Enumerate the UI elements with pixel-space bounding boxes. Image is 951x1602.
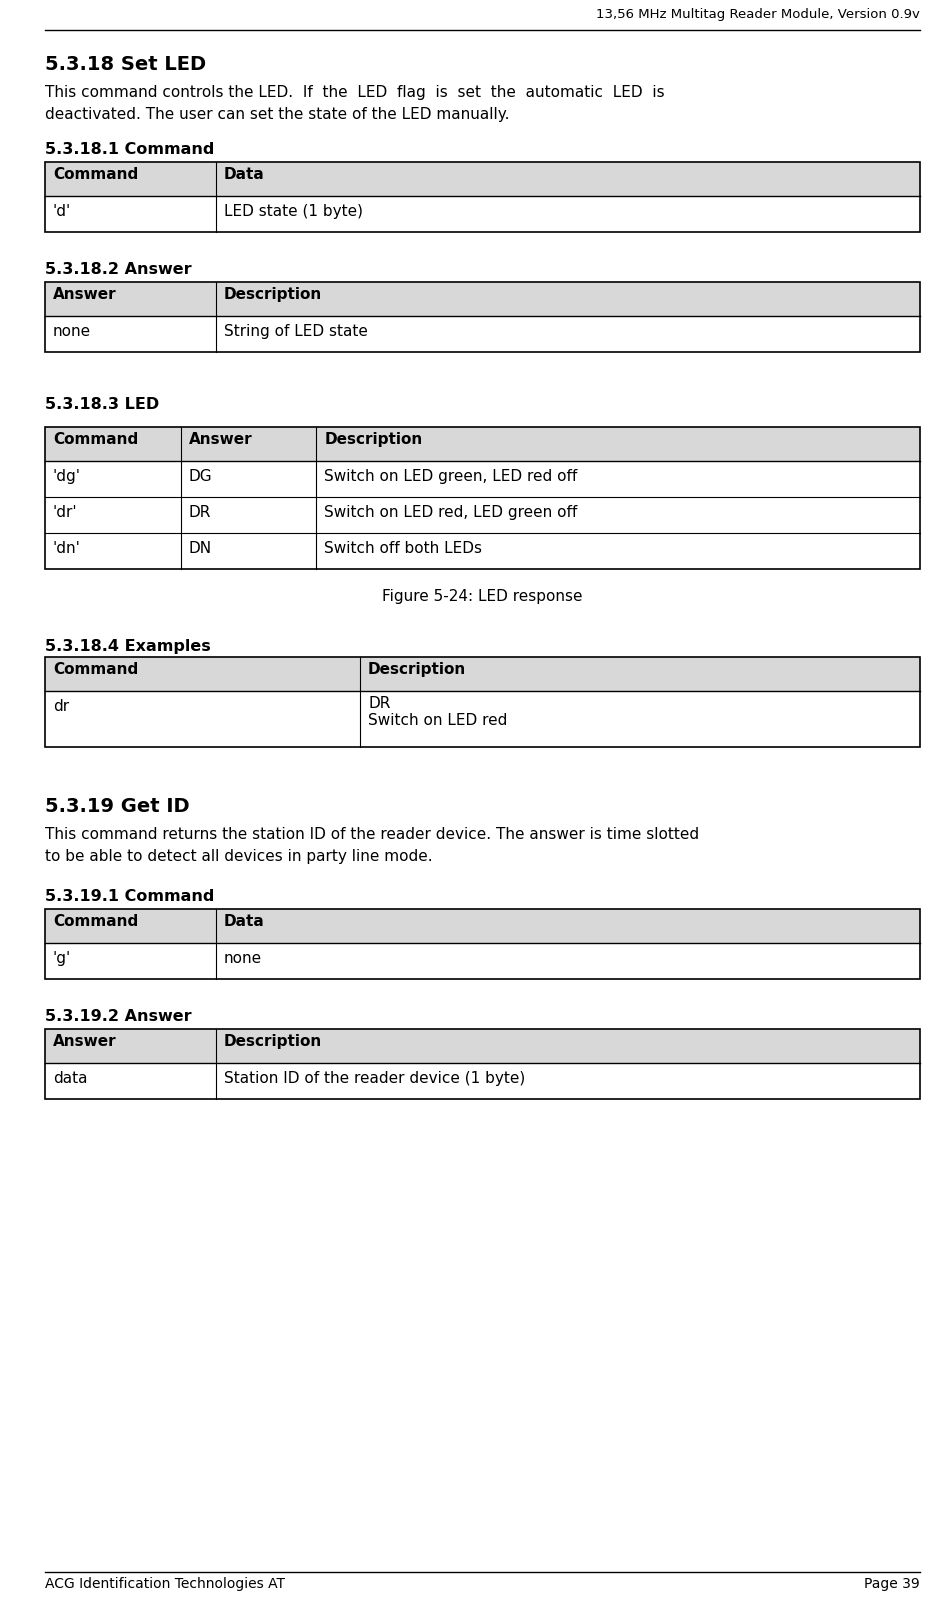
Text: Command: Command [53, 167, 138, 183]
Text: Answer: Answer [188, 433, 252, 447]
Text: Switch on LED green, LED red off: Switch on LED green, LED red off [324, 469, 577, 484]
Text: Switch off both LEDs: Switch off both LEDs [324, 541, 482, 556]
Bar [45, 657, 920, 747]
Text: Figure 5-24: LED response: Figure 5-24: LED response [382, 590, 583, 604]
Text: Description: Description [223, 1033, 321, 1049]
Text: 'dr': 'dr' [53, 505, 78, 521]
Bar [45, 1028, 920, 1099]
Text: This command returns the station ID of the reader device. The answer is time slo: This command returns the station ID of t… [45, 827, 699, 843]
Text: 'g': 'g' [53, 952, 71, 966]
Text: none: none [53, 324, 91, 340]
Text: 13,56 MHz Multitag Reader Module, Version 0.9v: 13,56 MHz Multitag Reader Module, Versio… [596, 8, 920, 21]
Text: DR: DR [368, 695, 390, 711]
Text: data: data [53, 1072, 87, 1086]
Text: 5.3.18.3 LED: 5.3.18.3 LED [45, 397, 159, 412]
Text: Data: Data [223, 167, 264, 183]
Text: Command: Command [53, 915, 138, 929]
Text: 5.3.18.4 Examples: 5.3.18.4 Examples [45, 639, 211, 654]
Text: 'dg': 'dg' [53, 469, 81, 484]
Text: deactivated. The user can set the state of the LED manually.: deactivated. The user can set the state … [45, 107, 510, 122]
Bar [45, 1028, 920, 1064]
Text: Command: Command [53, 662, 138, 678]
Text: 'd': 'd' [53, 203, 71, 219]
Bar [45, 428, 920, 569]
Text: Data: Data [223, 915, 264, 929]
Bar [45, 657, 920, 690]
Text: 5.3.19 Get ID: 5.3.19 Get ID [45, 798, 189, 815]
Text: 5.3.18 Set LED: 5.3.18 Set LED [45, 54, 206, 74]
Text: 5.3.19.2 Answer: 5.3.19.2 Answer [45, 1009, 191, 1024]
Text: Description: Description [223, 287, 321, 303]
Text: Station ID of the reader device (1 byte): Station ID of the reader device (1 byte) [223, 1072, 525, 1086]
Bar [45, 162, 920, 232]
Bar [45, 908, 920, 944]
Bar [45, 282, 920, 316]
Text: 5.3.19.1 Command: 5.3.19.1 Command [45, 889, 214, 904]
Text: Command: Command [53, 433, 138, 447]
Text: Switch on LED red, LED green off: Switch on LED red, LED green off [324, 505, 577, 521]
Text: DN: DN [188, 541, 212, 556]
Bar [45, 282, 920, 352]
Text: Switch on LED red: Switch on LED red [368, 713, 508, 727]
Text: LED state (1 byte): LED state (1 byte) [223, 203, 362, 219]
Text: Answer: Answer [53, 287, 117, 303]
Bar [45, 162, 920, 195]
Bar [45, 908, 920, 979]
Text: dr: dr [53, 698, 69, 714]
Text: This command controls the LED.  If  the  LED  flag  is  set  the  automatic  LED: This command controls the LED. If the LE… [45, 85, 665, 99]
Text: 5.3.18.2 Answer: 5.3.18.2 Answer [45, 263, 191, 277]
Text: DR: DR [188, 505, 211, 521]
Text: 'dn': 'dn' [53, 541, 81, 556]
Text: Answer: Answer [53, 1033, 117, 1049]
Text: 5.3.18.1 Command: 5.3.18.1 Command [45, 143, 214, 157]
Text: Page 39: Page 39 [864, 1576, 920, 1591]
Text: DG: DG [188, 469, 212, 484]
Text: to be able to detect all devices in party line mode.: to be able to detect all devices in part… [45, 849, 433, 863]
Text: Description: Description [368, 662, 466, 678]
Text: String of LED state: String of LED state [223, 324, 367, 340]
Text: ACG Identification Technologies AT: ACG Identification Technologies AT [45, 1576, 285, 1591]
Text: Description: Description [324, 433, 422, 447]
Text: none: none [223, 952, 262, 966]
Bar [45, 428, 920, 461]
